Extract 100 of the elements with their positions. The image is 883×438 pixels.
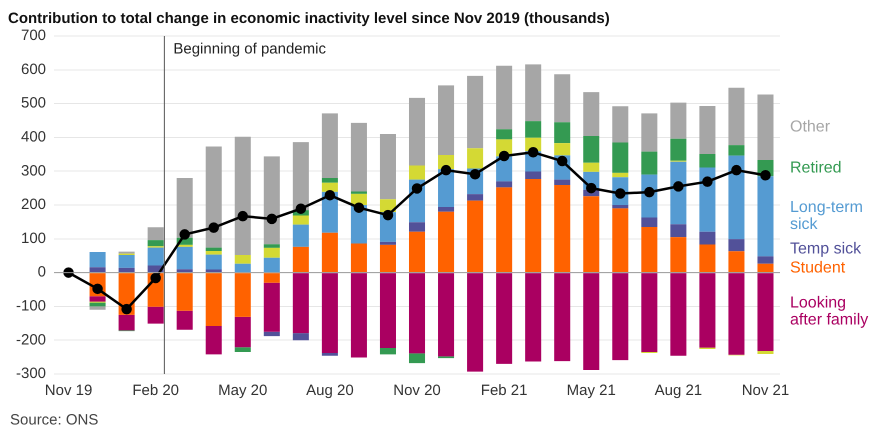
- bar: [699, 232, 716, 245]
- bar: [322, 178, 338, 183]
- bar: [525, 273, 542, 362]
- point: [498, 150, 510, 162]
- bar: [467, 76, 484, 148]
- y-tick-label: -200: [16, 331, 46, 348]
- bar: [612, 273, 628, 360]
- bar: [496, 181, 512, 188]
- bar: [583, 273, 600, 370]
- bar: [467, 148, 484, 168]
- bar: [176, 269, 193, 272]
- point: [121, 304, 132, 314]
- bar: [641, 218, 658, 227]
- bar: [292, 333, 309, 340]
- bar: [90, 252, 106, 268]
- bar: [670, 102, 686, 139]
- x-tick-label: Nov 20: [393, 382, 441, 400]
- bar: [670, 237, 686, 272]
- bar: [322, 232, 338, 272]
- bar: [757, 176, 774, 256]
- bar: [408, 273, 426, 354]
- bar: [583, 136, 600, 163]
- bar: [322, 273, 338, 354]
- bar: [728, 145, 744, 156]
- source-note: Source: ONS: [10, 412, 98, 429]
- bar: [670, 224, 686, 238]
- y-tick-label: 200: [20, 196, 46, 214]
- bar: [292, 142, 309, 210]
- bar: [554, 143, 570, 156]
- point: [412, 183, 422, 194]
- bar: [380, 244, 396, 272]
- bar: [641, 113, 658, 152]
- bar: [757, 273, 774, 352]
- bar: [206, 254, 222, 270]
- bar: [90, 267, 106, 272]
- bar: [292, 215, 309, 225]
- bar: [554, 273, 570, 362]
- y-tick-label: 500: [20, 94, 46, 112]
- point: [673, 181, 684, 192]
- bar: [292, 246, 309, 272]
- series-label: Looking after family: [790, 294, 868, 329]
- bar: [554, 185, 570, 272]
- bar: [264, 156, 280, 244]
- bar: [234, 136, 251, 256]
- bar: [496, 187, 512, 272]
- point: [382, 210, 394, 220]
- series-label: Long-term sick: [790, 199, 863, 234]
- bar: [496, 66, 512, 130]
- point: [324, 190, 336, 200]
- y-tick-label: -100: [16, 298, 46, 315]
- point: [208, 222, 219, 233]
- bar: [322, 113, 338, 178]
- bar: [670, 138, 686, 161]
- bar: [148, 306, 164, 324]
- point: [760, 170, 771, 181]
- x-tick-label: Nov 19: [44, 382, 92, 400]
- bar: [90, 296, 106, 302]
- bar: [148, 240, 164, 246]
- bar: [264, 273, 280, 283]
- bar: [554, 180, 570, 186]
- x-tick-label: Aug 20: [306, 382, 354, 400]
- bar: [408, 98, 426, 166]
- bar: [467, 200, 484, 272]
- bar: [438, 207, 454, 212]
- y-tick-label: 400: [20, 128, 46, 146]
- point: [556, 156, 568, 166]
- bar: [264, 332, 280, 336]
- bar: [234, 273, 251, 317]
- point: [296, 203, 306, 214]
- bar: [612, 205, 628, 208]
- bar: [206, 248, 222, 251]
- bar: [206, 270, 222, 272]
- point: [238, 210, 248, 222]
- bar: [264, 244, 280, 248]
- point: [63, 267, 74, 278]
- point: [150, 272, 161, 284]
- bar: [148, 248, 164, 266]
- bar: [90, 306, 106, 310]
- bar: [583, 162, 600, 172]
- bar: [90, 302, 106, 306]
- y-tick-label: 300: [20, 162, 46, 180]
- series-label: Other: [790, 118, 831, 136]
- bar: [728, 273, 744, 355]
- bar: [148, 227, 164, 240]
- bar: [234, 316, 251, 348]
- bar: [118, 314, 135, 330]
- point: [731, 164, 742, 176]
- bar: [467, 273, 484, 372]
- bar: [699, 106, 716, 154]
- bar: [380, 134, 396, 200]
- bar: [699, 154, 716, 168]
- bar: [380, 242, 396, 245]
- x-tick-label: Feb 21: [480, 382, 528, 400]
- bar: [612, 142, 628, 173]
- bar: [350, 191, 367, 194]
- bar: [176, 273, 193, 311]
- bar: [612, 208, 628, 272]
- bar: [641, 152, 658, 175]
- bar: [438, 85, 454, 155]
- bar: [234, 264, 251, 272]
